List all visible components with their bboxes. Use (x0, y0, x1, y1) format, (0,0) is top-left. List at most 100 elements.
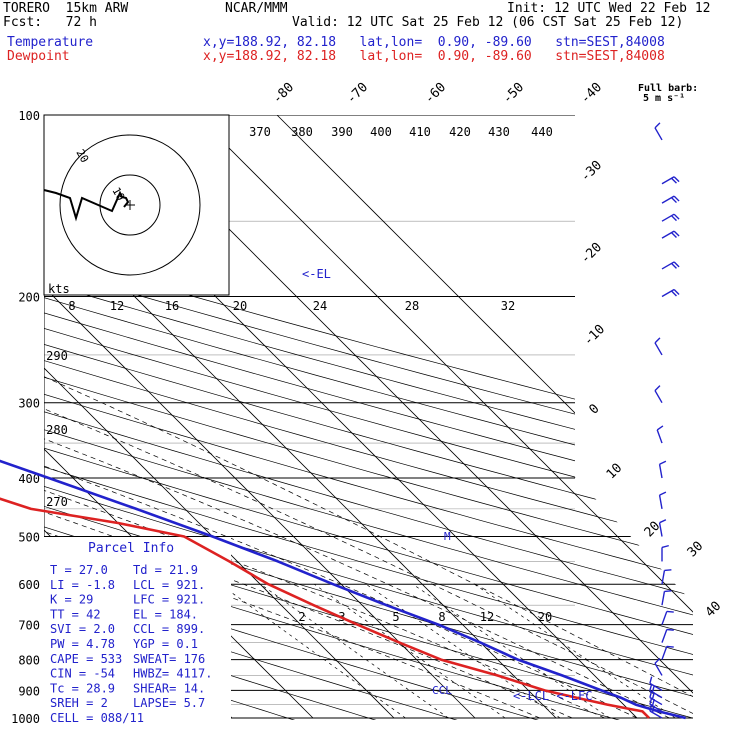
lcl-lfc-annotation: <-LCL <-LFC (513, 689, 592, 703)
isotherm-label: -80 (270, 80, 297, 107)
parcel-info-value: LI = -1.8 (50, 578, 115, 592)
isotherm-label: -60 (422, 80, 449, 107)
wind-barb (661, 230, 680, 239)
dry-adiabat-line (44, 115, 693, 720)
dry-adiabat-line (44, 115, 693, 720)
wind-barb (658, 491, 667, 510)
parcel-info-value: HWBZ= 4117. (133, 667, 212, 681)
theta-label: 290 (46, 349, 68, 363)
moist-adiabat-line (44, 296, 693, 719)
wind-barb-flag (656, 425, 664, 431)
theta-e-label: 8 (68, 299, 75, 313)
wind-barbs (649, 122, 680, 719)
hodograph-ring-label: 20 (73, 147, 91, 165)
isotherm-label: 40 (703, 599, 725, 621)
wind-barb-flag (659, 460, 667, 465)
mixing-ratio-line (314, 583, 506, 719)
wind-barb-flag (666, 645, 674, 648)
theta-e-label: 32 (501, 299, 515, 313)
barb-legend-line2: 5 m s⁻¹ (643, 93, 686, 104)
wind-barb-staff (661, 176, 675, 185)
el-annotation: <-EL (302, 267, 331, 281)
isotherm-label: -10 (581, 322, 608, 349)
wind-barb-flag (673, 261, 680, 268)
wind-barb-flag (671, 177, 677, 184)
dry-adiabat-line (44, 115, 693, 720)
wind-barb-staff (658, 522, 663, 537)
mixing-ratio-line (474, 583, 676, 719)
wind-barb (661, 261, 680, 270)
isotherm-label: 10 (604, 461, 626, 483)
temperature-profile (0, 459, 686, 720)
wind-barb-flag (671, 290, 677, 297)
wind-barb (661, 195, 680, 204)
parcel-info-value: T = 27.0 (50, 563, 108, 577)
pressure-tick-label: 700 (18, 619, 40, 633)
mixing-ratio-label: 5 (392, 610, 399, 624)
parcel-info-value: SHEAR= 14. (133, 681, 205, 695)
mixing-ratio-line (412, 583, 610, 719)
legend-dewpoint: Dewpoint (7, 49, 70, 64)
wind-barb-flag (654, 122, 661, 129)
wind-barb (661, 176, 680, 185)
theta-e-label: 12 (110, 299, 124, 313)
theta-label: 400 (370, 125, 392, 139)
wind-barb (661, 544, 669, 562)
parcel-info-value: CELL = 088/11 (50, 711, 144, 725)
parcel-info: Parcel Info T = 27.0 Td = 21.9 LI = -1.8 LCL… (50, 541, 212, 725)
moist-adiabat-line (44, 296, 693, 719)
parcel-info-box (44, 537, 231, 720)
header-model: TORERO 15km ARW (3, 1, 129, 16)
theta-label: 410 (409, 125, 431, 139)
isotherm-label: -20 (578, 240, 605, 267)
moist-adiabat-line (44, 296, 670, 719)
wind-barb-staff (658, 494, 663, 510)
wind-barb-staff (658, 464, 663, 479)
theta-label: 370 (249, 125, 271, 139)
isotherm-line (44, 115, 395, 719)
barb-legend-line1: Full barb: (638, 83, 699, 94)
wind-barb-flag (661, 544, 669, 549)
profile-lines (0, 459, 686, 720)
wind-barb-staff (649, 689, 663, 699)
wind-barb-staff (654, 390, 663, 404)
parcel-info-value: CIN = -54 (50, 667, 115, 681)
dry-adiabat-line (44, 115, 693, 720)
parcel-info-value: SREH = 2 (50, 696, 108, 710)
wind-barb-staff (661, 195, 675, 204)
parcel-info-value: YGP = 0.1 (133, 637, 198, 651)
theta-label: 440 (531, 125, 553, 139)
pressure-tick-label: 200 (18, 291, 40, 305)
header-source: NCAR/MMM (225, 1, 288, 16)
ccl-annotation: CCL (432, 684, 452, 697)
dewpoint-profile (0, 497, 651, 719)
theta-label: 420 (449, 125, 471, 139)
mixing-ratio-line (219, 583, 406, 719)
dry-adiabat-line (44, 115, 693, 720)
wind-barb-flag (664, 569, 672, 572)
theta-e-label: 28 (405, 299, 419, 313)
wind-barb (658, 519, 667, 537)
hodograph-trace (43, 189, 130, 222)
parcel-info-value: LAPSE= 5.7 (133, 696, 205, 710)
theta-label: 270 (46, 495, 68, 509)
dry-adiabat-line (44, 115, 494, 720)
wind-barb-flag (666, 628, 674, 631)
dry-adiabat-line (44, 115, 693, 720)
mixing-ratio-line (260, 583, 449, 719)
theta-e-label: 24 (313, 299, 327, 313)
wind-barb-staff (661, 646, 668, 660)
isotherm-label: -70 (344, 80, 371, 107)
parcel-info-title: Parcel Info (88, 541, 174, 556)
wind-barb-flag (671, 215, 677, 222)
wind-barb-staff (661, 261, 675, 270)
isotherm-label: 30 (685, 539, 707, 561)
dry-adiabat-line (44, 115, 693, 720)
wind-barb (654, 657, 663, 676)
hodograph: 10 20 kts (43, 115, 230, 296)
wind-barb-flag (654, 337, 661, 344)
wind-barb (661, 213, 680, 222)
mixing-ratio-label: 12 (480, 610, 494, 624)
dry-adiabat-line (44, 115, 693, 720)
